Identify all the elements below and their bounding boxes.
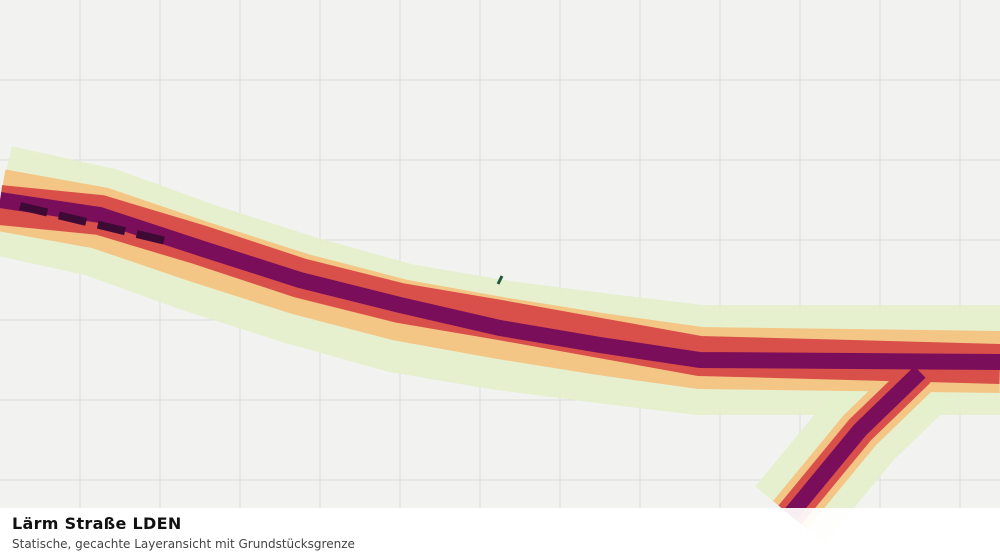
layer-title: Lärm Straße LDEN <box>12 514 182 533</box>
noise-bands <box>0 146 1000 544</box>
layer-subtitle: Statische, gecachte Layeransicht mit Gru… <box>12 537 355 551</box>
legend-panel: Lärm Straße LDEN Statische, gecachte Lay… <box>0 508 1000 560</box>
parcel-marker <box>496 275 504 285</box>
